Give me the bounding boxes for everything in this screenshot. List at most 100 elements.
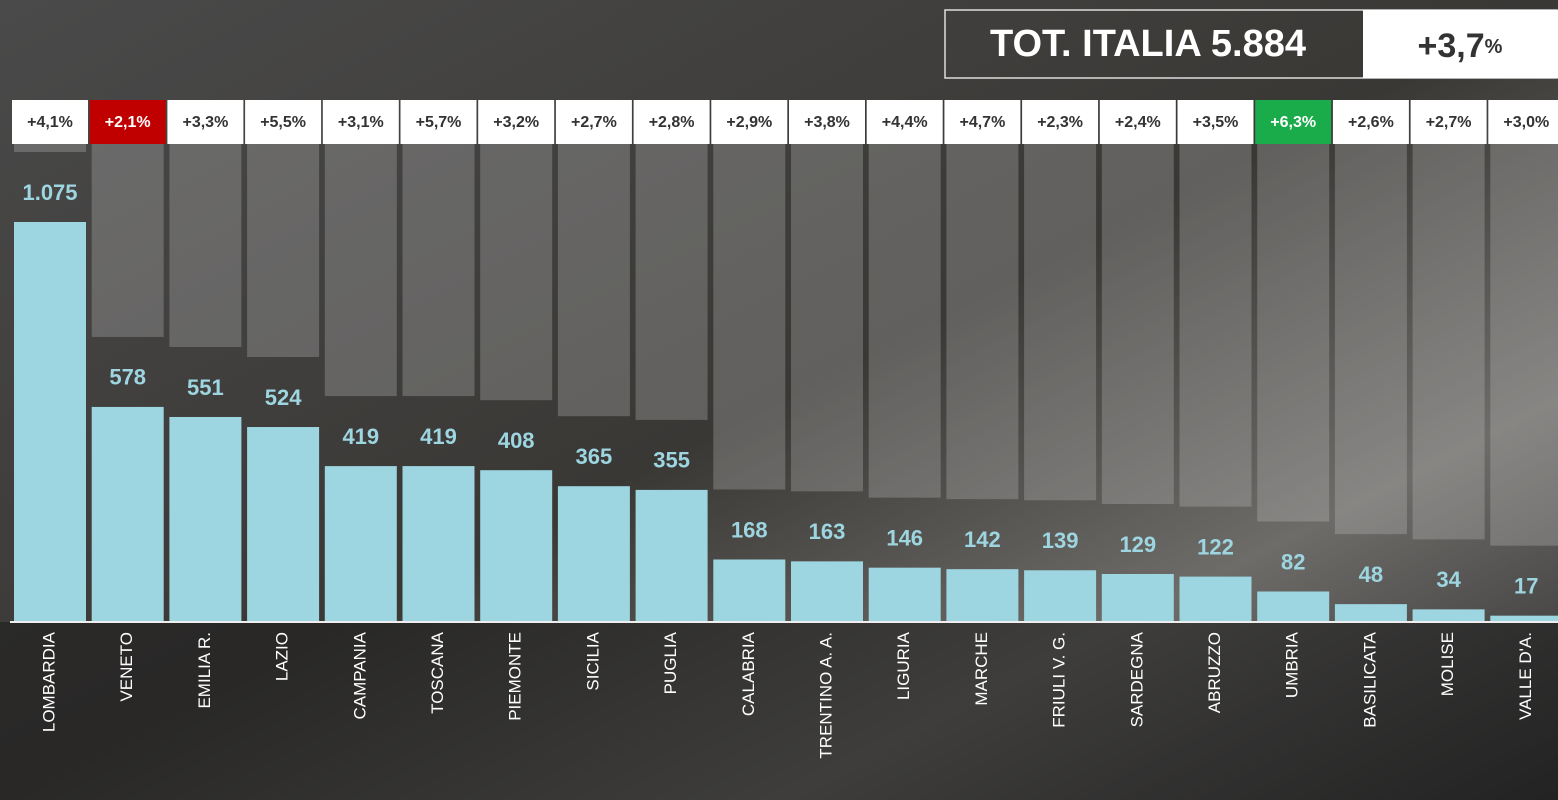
column-shade	[92, 144, 164, 337]
change-label: +2,7%	[571, 114, 617, 131]
value-label: 168	[731, 517, 768, 542]
change-label: +3,8%	[804, 114, 850, 131]
category-label: FRIULI V. G.	[1050, 632, 1069, 728]
category-label: CALABRIA	[739, 631, 758, 716]
change-label: +2,4%	[1115, 114, 1161, 131]
category-label: SICILIA	[583, 631, 602, 690]
column-shade	[1102, 144, 1174, 504]
value-label: 146	[886, 525, 923, 550]
bar	[558, 486, 630, 622]
change-label: +2,3%	[1037, 114, 1083, 131]
column-shade	[636, 144, 708, 420]
value-label: 17	[1514, 573, 1538, 598]
value-label: 578	[109, 365, 146, 390]
column-shade	[713, 144, 785, 489]
column-shade	[1335, 144, 1407, 534]
category-label: LIGURIA	[894, 631, 913, 700]
change-label: +2,1%	[105, 114, 151, 131]
change-label: +2,8%	[649, 114, 695, 131]
category-label: TRENTINO A. A.	[816, 632, 835, 759]
bar	[1180, 577, 1252, 622]
floor-shade	[0, 622, 1558, 800]
category-label: PIEMONTE	[506, 632, 525, 721]
page: TOT. ITALIA 5.884 +3,7% +4,1%1.075LOMBAR…	[0, 0, 1558, 800]
category-label: CAMPANIA	[350, 631, 369, 719]
change-label: +4,1%	[27, 114, 73, 131]
bar	[1257, 591, 1329, 622]
bar	[1102, 574, 1174, 622]
change-label: +4,4%	[882, 114, 928, 131]
value-label: 82	[1281, 549, 1305, 574]
value-label: 355	[653, 448, 690, 473]
change-label: +4,7%	[959, 114, 1005, 131]
change-label: +6,3%	[1270, 114, 1316, 131]
value-label: 34	[1436, 567, 1461, 592]
value-label: 122	[1197, 534, 1234, 559]
column-shade	[791, 144, 863, 491]
category-label: MOLISE	[1438, 632, 1457, 696]
column-shade	[1257, 144, 1329, 521]
bar	[1335, 604, 1407, 622]
change-label: +2,6%	[1348, 114, 1394, 131]
column-shade	[558, 144, 630, 416]
column-shade	[946, 144, 1018, 499]
column-shade	[169, 144, 241, 347]
value-label: 551	[187, 375, 224, 400]
column-shade	[247, 144, 319, 357]
bar	[480, 470, 552, 622]
change-label: +2,7%	[1426, 114, 1472, 131]
bar	[92, 407, 164, 622]
change-label: +3,5%	[1193, 114, 1239, 131]
category-label: LOMBARDIA	[39, 631, 58, 732]
chart: TOT. ITALIA 5.884 +3,7% +4,1%1.075LOMBAR…	[0, 0, 1558, 800]
bar	[791, 561, 863, 622]
column-shade	[14, 144, 86, 152]
bar	[169, 417, 241, 622]
change-label: +2,9%	[726, 114, 772, 131]
bar	[247, 427, 319, 622]
change-label: +5,7%	[416, 114, 462, 131]
bar	[1024, 570, 1096, 622]
bar	[403, 466, 475, 622]
value-label: 48	[1359, 562, 1383, 587]
column-shade	[325, 144, 397, 396]
value-label: 408	[498, 428, 535, 453]
change-label: +5,5%	[260, 114, 306, 131]
total-change-value: +3,7	[1418, 27, 1485, 65]
category-label: LAZIO	[273, 632, 292, 681]
value-label: 163	[809, 519, 846, 544]
category-label: SARDEGNA	[1127, 631, 1146, 727]
category-label: PUGLIA	[661, 631, 680, 694]
column-shade	[1413, 144, 1485, 539]
category-label: BASILICATA	[1360, 631, 1379, 727]
change-label: +3,3%	[182, 114, 228, 131]
bar	[325, 466, 397, 622]
category-label: MARCHE	[972, 632, 991, 706]
bar	[946, 569, 1018, 622]
bar	[869, 568, 941, 622]
value-label: 419	[342, 424, 379, 449]
category-label: TOSCANA	[428, 631, 447, 714]
change-label: +3,2%	[493, 114, 539, 131]
change-label: +3,0%	[1503, 114, 1549, 131]
value-label: 365	[576, 444, 613, 469]
value-label: 524	[265, 385, 302, 410]
value-label: 419	[420, 424, 457, 449]
bar	[14, 222, 86, 622]
category-label: ABRUZZO	[1205, 632, 1224, 713]
category-label: UMBRIA	[1283, 631, 1302, 698]
bar	[636, 490, 708, 622]
column-shade	[480, 144, 552, 400]
column-shade	[1490, 144, 1558, 546]
value-label: 1.075	[22, 180, 77, 205]
bar	[1413, 609, 1485, 622]
column-shade	[869, 144, 941, 498]
category-label: VALLE D'A.	[1516, 632, 1535, 720]
category-label: VENETO	[117, 632, 136, 702]
change-label: +3,1%	[338, 114, 384, 131]
column-shade	[1024, 144, 1096, 500]
column-shade	[1180, 144, 1252, 507]
bar	[713, 559, 785, 622]
total-label: TOT. ITALIA 5.884	[990, 23, 1306, 65]
value-label: 139	[1042, 528, 1079, 553]
